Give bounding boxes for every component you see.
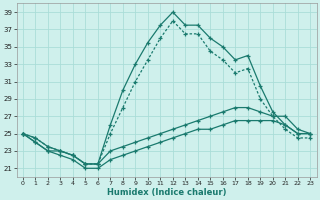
- X-axis label: Humidex (Indice chaleur): Humidex (Indice chaleur): [107, 188, 226, 197]
